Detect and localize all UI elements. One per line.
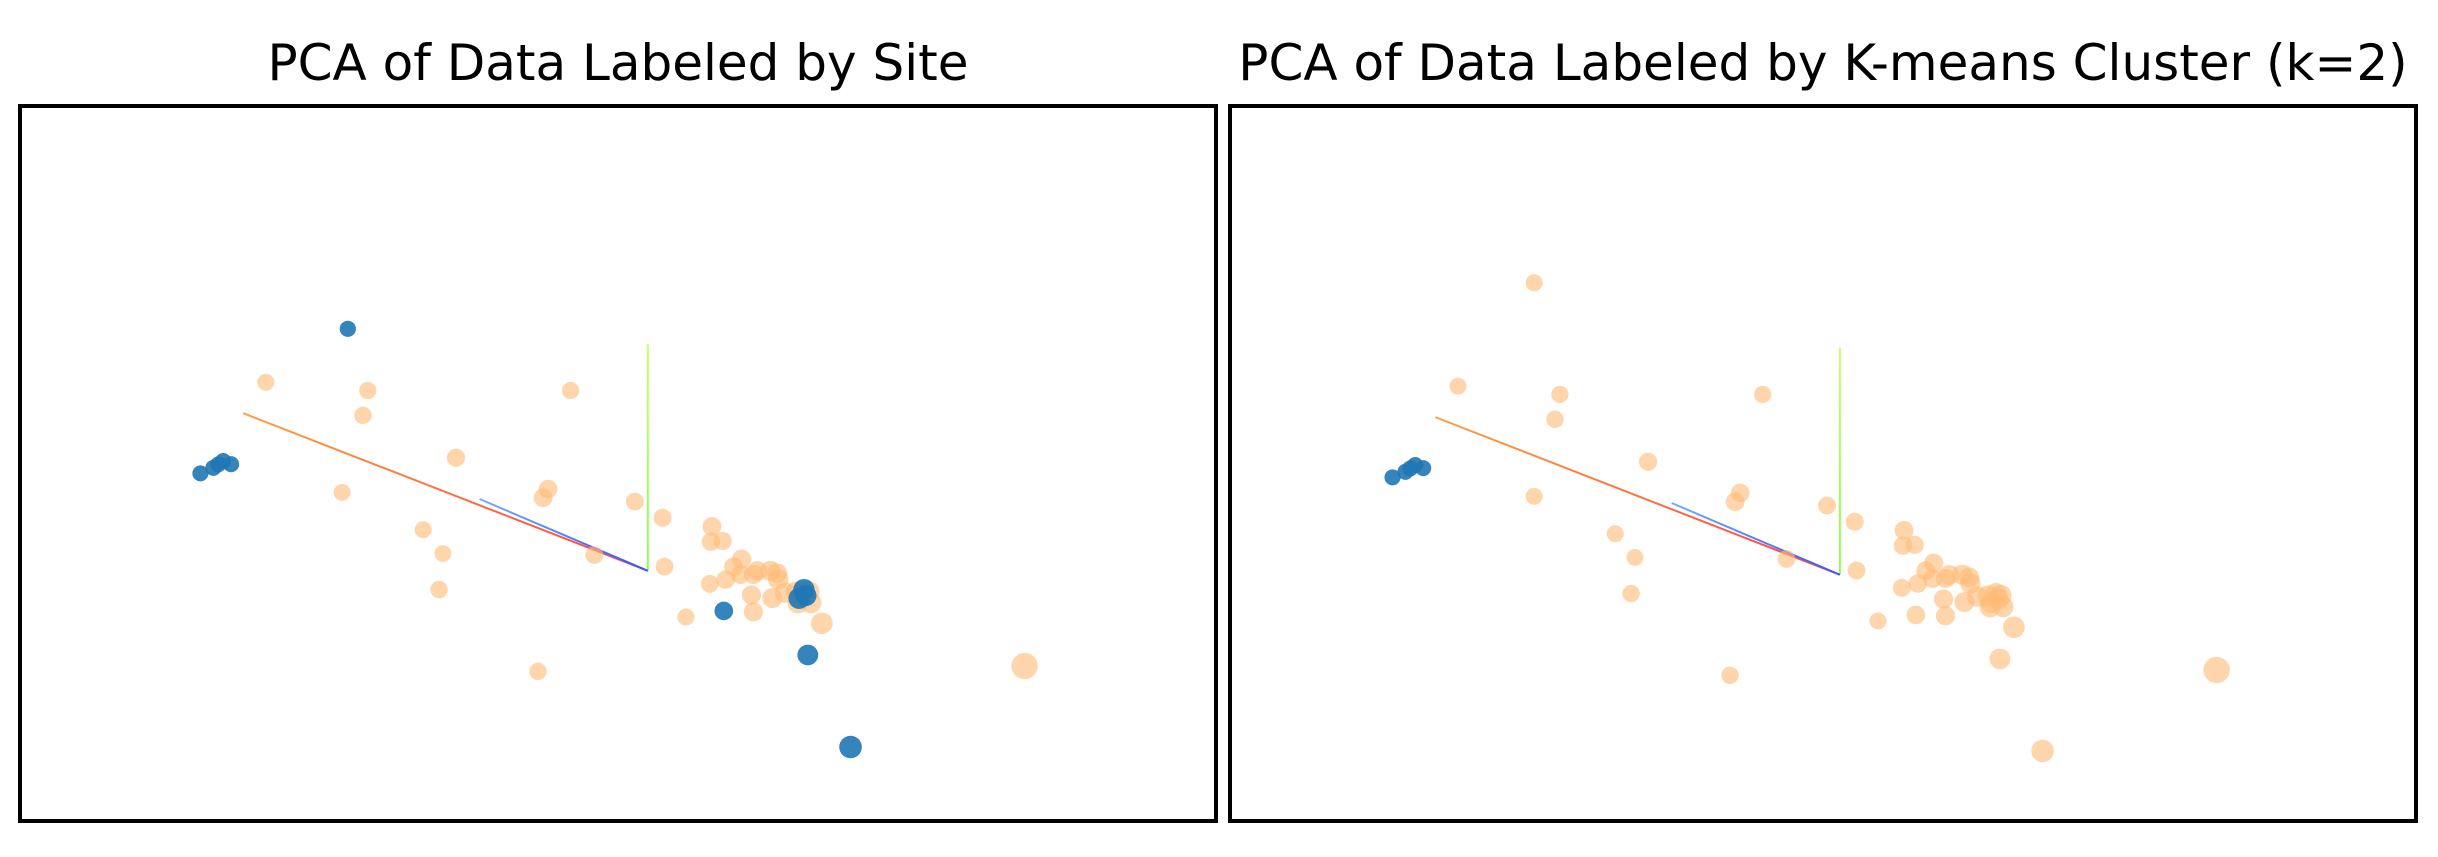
point-blue-3 [210,456,227,473]
point-orange-44 [1906,605,1926,625]
point-orange-33 [741,585,762,605]
point-orange-14 [625,492,644,511]
point-orange-35 [700,574,719,593]
point-orange-7 [1449,377,1467,395]
point-orange-11 [585,546,604,564]
pc3-axis-line [479,498,649,572]
point-orange-9 [1525,487,1543,505]
point-orange-0 [561,381,580,400]
point-orange-14 [1847,561,1866,580]
point-orange-8 [1606,525,1624,543]
point-orange-15 [653,508,672,527]
point-orange-38 [1935,606,1956,626]
point-orange-37 [743,602,764,622]
point-orange-6 [257,373,275,391]
point-blue-2 [1402,460,1419,477]
point-orange-45 [1989,648,2011,670]
pca-kmeans-svg [1384,274,2230,763]
point-blue-3 [1415,460,1432,477]
point-orange-18 [713,531,732,551]
point-orange-1 [1753,385,1772,404]
point-orange-4 [1638,452,1658,471]
point-orange-0 [1525,274,1543,292]
point-orange-8 [333,483,351,501]
point-orange-33 [1954,592,1975,613]
point-orange-9 [434,545,452,562]
chart-title-kmeans: PCA of Data Labeled by K-means Cluster (… [1238,34,2408,92]
point-orange-3 [1725,492,1745,512]
point-orange-5 [1551,385,1569,404]
point-orange-13 [1721,666,1739,685]
point-orange-36 [811,612,833,635]
point-orange-32 [762,588,783,609]
point-orange-2 [533,488,553,508]
point-orange-3 [446,448,466,467]
point-orange-6 [1546,410,1564,428]
point-orange-39 [1011,652,1038,680]
point-orange-16 [1845,512,1864,531]
point-blue-4 [1384,469,1401,486]
point-orange-15 [1818,496,1836,515]
pca-site-plot [18,104,1218,823]
point-orange-36 [1892,578,1911,597]
point-blue-8 [788,587,810,609]
point-orange-7 [414,521,432,539]
point-orange-16 [702,516,722,536]
point-orange-40 [2203,656,2230,684]
pca-kmeans-plot [1228,104,2418,823]
point-orange-38 [677,608,695,626]
point-orange-11 [1622,584,1640,603]
point-orange-10 [1626,549,1644,566]
pca-site-svg [192,320,1038,759]
point-blue-4 [223,456,240,473]
point-blue-11 [839,735,862,759]
point-orange-24 [1959,567,1980,588]
point-blue-5 [192,465,209,482]
point-orange-12 [1777,550,1796,568]
pc1-axis-line [1434,416,1841,576]
point-blue-9 [714,601,734,621]
point-orange-35 [1908,574,1928,593]
point-orange-4 [359,381,377,400]
point-orange-43 [1980,591,2002,613]
point-orange-19 [1905,535,1924,554]
point-orange-46 [2031,739,2054,763]
point-orange-23 [767,563,788,584]
point-orange-39 [1869,612,1887,630]
pc3-axis-line [1671,502,1841,576]
point-orange-34 [1933,589,1954,609]
point-orange-5 [354,406,372,425]
point-orange-17 [1894,520,1914,540]
chart-title-site: PCA of Data Labeled by Site [267,34,969,92]
point-orange-13 [655,557,674,576]
point-blue-10 [797,644,819,666]
point-orange-34 [716,570,736,589]
pc1-axis-line [242,412,649,572]
point-orange-12 [529,662,547,681]
point-orange-10 [430,580,448,599]
point-blue-0 [339,320,356,337]
point-orange-37 [2003,616,2025,639]
